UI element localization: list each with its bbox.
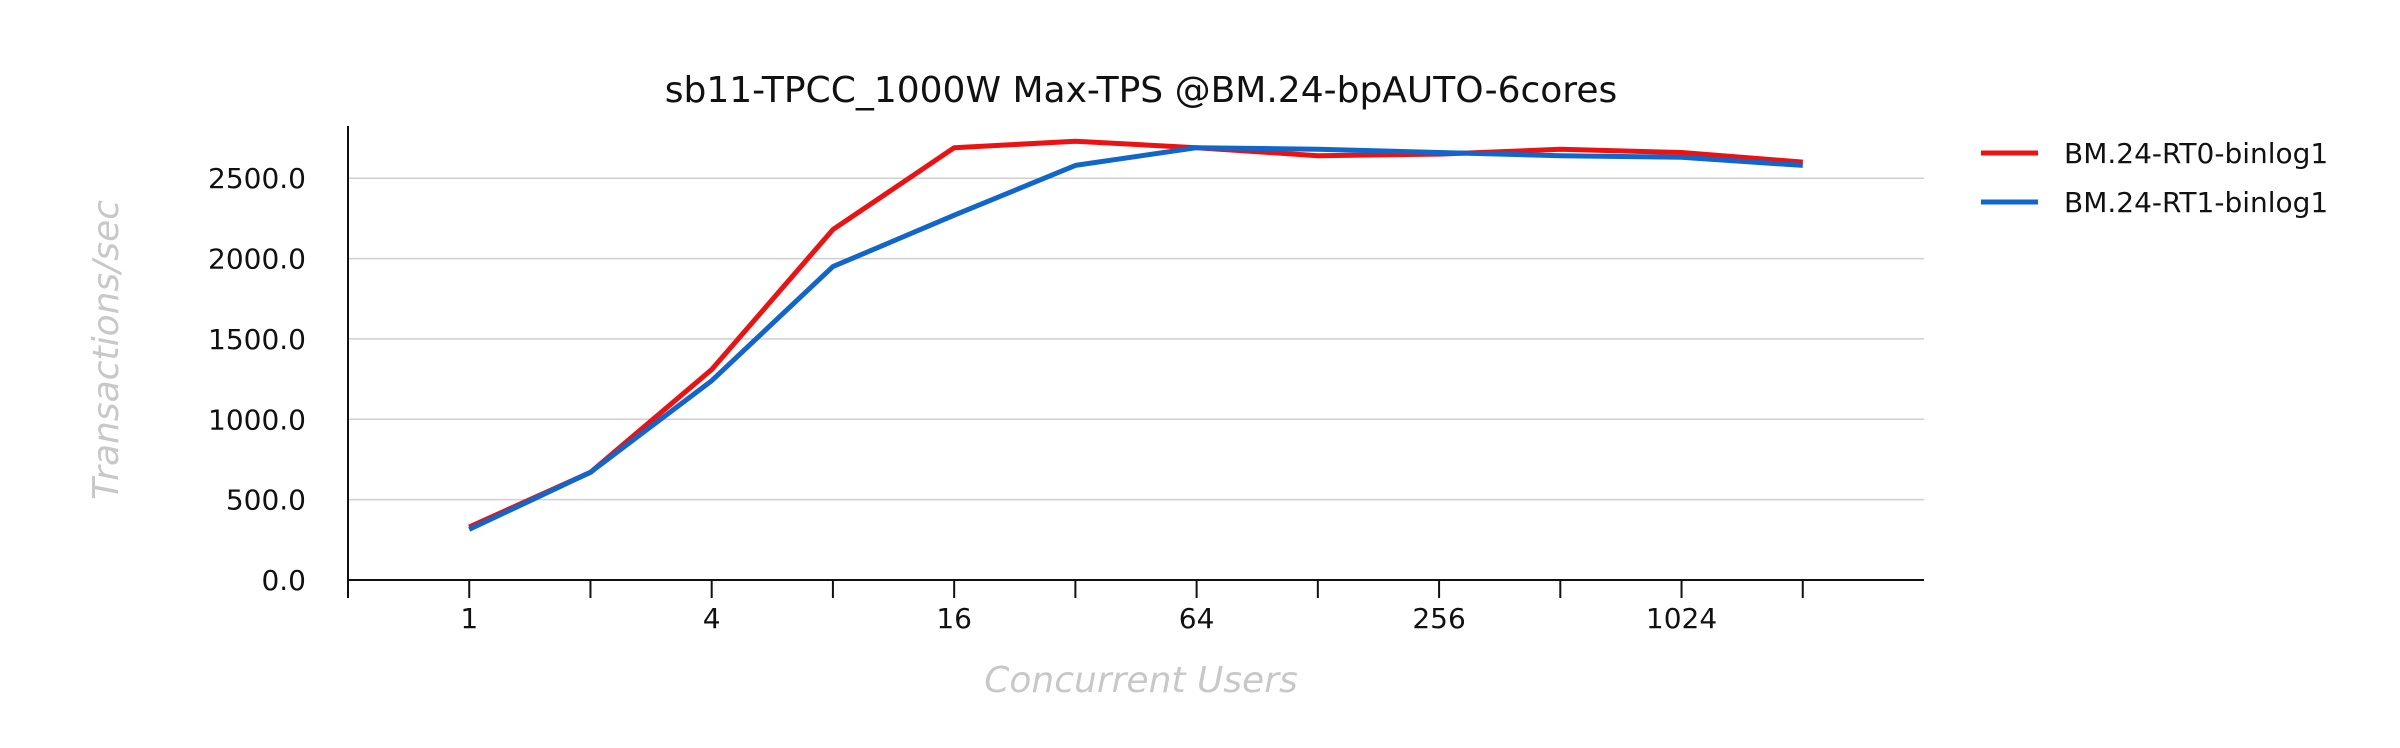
y-tick-label: 1500.0	[208, 323, 306, 356]
x-tick-label: 4	[703, 602, 721, 635]
series-line-1	[468, 138, 1803, 530]
x-tick-label: 16	[936, 602, 972, 635]
x-axis-title: Concurrent Users	[984, 660, 1298, 701]
x-tick-label: 1	[460, 602, 478, 635]
y-tick-label: 1000.0	[208, 403, 306, 436]
y-tick-label: 2500.0	[208, 162, 306, 195]
y-tick-label: 2000.0	[208, 243, 306, 276]
axes: 0.0 500.0 1000.0 1500.0 2000.0 2500.0 1 4 16 64 25…	[208, 126, 1924, 635]
legend: BM.24-RT0-binlog1 BM.24-RT1-binlog1	[1981, 137, 2328, 219]
gridlines	[348, 177, 1924, 501]
legend-label-2: BM.24-RT1-binlog1	[2064, 186, 2328, 219]
x-tick-label: 64	[1179, 602, 1215, 635]
series-lines	[468, 138, 1803, 532]
series-line-2	[468, 145, 1803, 532]
y-tick-label: 500.0	[226, 484, 306, 517]
legend-label-1: BM.24-RT0-binlog1	[2064, 137, 2328, 170]
x-tick-label: 256	[1412, 602, 1465, 635]
chart-title: sb11-TPCC_1000W Max-TPS @BM.24-bpAUTO-6c…	[665, 70, 1617, 111]
x-tick-label: 1024	[1646, 602, 1717, 635]
y-axis-title: Transactions/sec	[86, 200, 127, 500]
y-tick-label: 0.0	[261, 564, 306, 597]
